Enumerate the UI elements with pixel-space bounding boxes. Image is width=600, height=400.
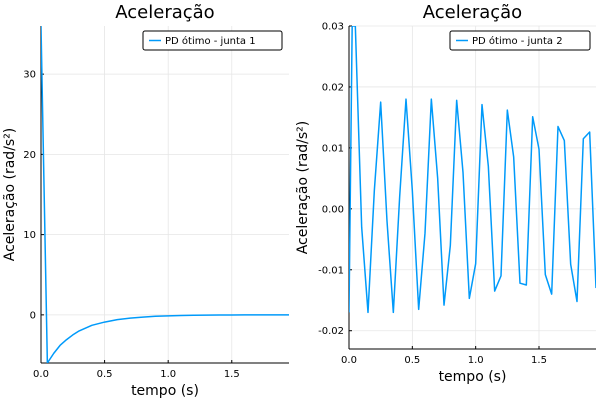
legend-label: PD ótimo - junta 2 <box>472 35 563 47</box>
y-tick-label: -0.01 <box>318 265 344 276</box>
y-axis-label: Aceleração (rad/s²) <box>2 128 18 262</box>
legend-label: PD ótimo - junta 1 <box>165 35 256 47</box>
y-tick-label: 10 <box>23 230 36 241</box>
x-tick-label: 0.5 <box>404 355 420 366</box>
series-line-1 <box>41 26 289 363</box>
y-tick-label: 0 <box>30 310 36 321</box>
y-tick-label: 0.03 <box>322 22 344 33</box>
y-axis-label: Aceleração (rad/s²) <box>295 121 311 255</box>
x-axis-label: tempo (s) <box>439 369 507 385</box>
x-tick-label: 0.0 <box>341 355 357 366</box>
legend-box <box>449 30 591 51</box>
series-line-1 <box>349 26 596 314</box>
y-tick-label: 20 <box>23 150 36 161</box>
y-tick-label: 0.02 <box>322 82 344 93</box>
chart-title: Aceleração <box>115 2 214 23</box>
x-axis-label: tempo (s) <box>131 383 199 399</box>
legend: PD ótimo - junta 1 <box>142 30 283 51</box>
y-tick-label: 30 <box>23 70 36 81</box>
x-tick-label: 0.0 <box>33 369 49 380</box>
chart-1: 0.0 0.5 1.0 1.5 0 10 20 30 Aceleração tempo (s) Ac… <box>2 2 289 399</box>
legend: PD ótimo - junta 2 <box>449 30 591 51</box>
x-tick-label: 1.5 <box>224 369 240 380</box>
chart-title: Aceleração <box>423 2 522 23</box>
legend-box <box>142 30 283 51</box>
chart-2: 0.0 0.5 1.0 1.5 -0.02 -0.01 0.00 0.01 0.02 0.03 Ac… <box>295 2 596 385</box>
x-tick-label: 1.5 <box>531 355 547 366</box>
y-tick-label: 0.01 <box>322 143 344 154</box>
x-tick-label: 1.0 <box>160 369 176 380</box>
y-tick-label: -0.02 <box>318 326 344 337</box>
x-tick-label: 1.0 <box>468 355 484 366</box>
x-tick-label: 0.5 <box>97 369 113 380</box>
y-tick-label: 0.00 <box>322 204 344 215</box>
